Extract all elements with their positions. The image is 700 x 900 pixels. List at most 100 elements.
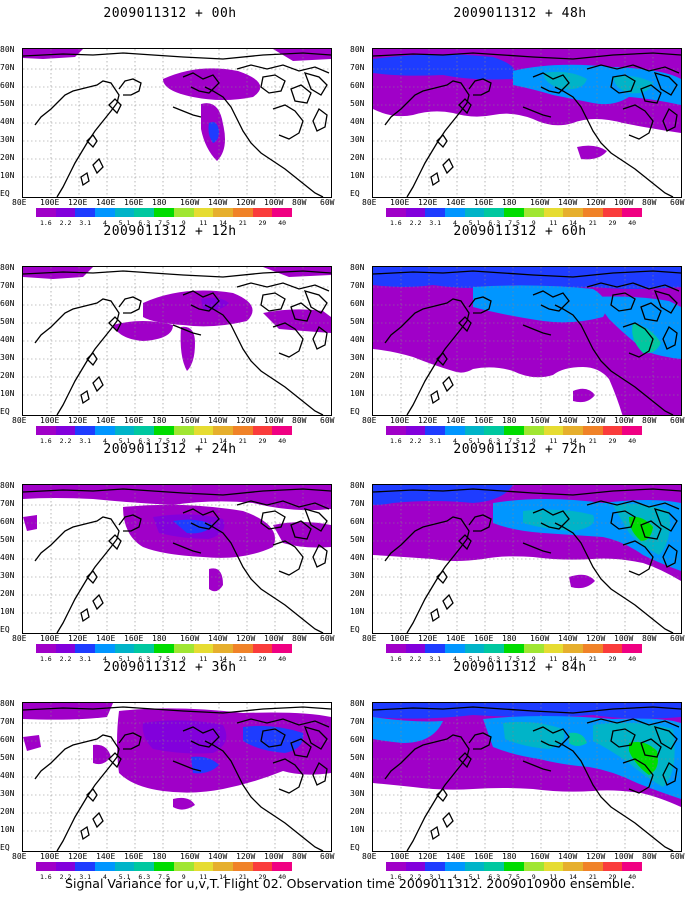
colorbar-tick-label: 2.2: [409, 655, 422, 663]
lat-label: 60N: [0, 299, 15, 308]
coastline: [586, 282, 680, 292]
coastline: [458, 534, 472, 551]
map-plot: [373, 485, 681, 633]
map-plot: [23, 267, 331, 415]
coastline: [34, 516, 120, 633]
map-panel: 2009011312 + 36h 80N 70N 60N 50N 40N 30N 20N 10N…: [0, 660, 340, 881]
colorbar-swatch: [504, 862, 524, 871]
colorbar-swatch: [114, 208, 135, 217]
coastline: [118, 296, 142, 314]
coastline: [272, 540, 304, 576]
colorbar: [36, 426, 292, 435]
lat-label: 20N: [350, 153, 365, 162]
colorbar-swatch: [425, 208, 446, 217]
lon-label: 100W: [264, 416, 284, 425]
lon-label: 80W: [642, 198, 657, 207]
lat-label: 60N: [350, 517, 365, 526]
coastline: [430, 825, 440, 841]
colorbar-swatch: [75, 862, 96, 871]
colorbar-swatch: [193, 208, 214, 217]
colorbar-swatch: [523, 862, 544, 871]
coastline: [384, 516, 470, 633]
colorbar-swatch: [602, 426, 623, 435]
colorbar-tick-label: 3.1: [79, 219, 92, 227]
coastline: [108, 752, 122, 769]
coastline: [532, 72, 570, 94]
colorbar-tick-label: 14: [569, 873, 577, 881]
lon-label: 120E: [418, 852, 438, 861]
colorbar-tick-label: 40: [278, 437, 287, 445]
lat-label: 80N: [350, 263, 365, 272]
lon-label: 80E: [362, 416, 377, 425]
coastline: [204, 740, 324, 851]
colorbar-tick-label: 7.5: [158, 219, 170, 227]
colorbar-tick-label: 2.2: [409, 873, 422, 881]
colorbar-swatch: [55, 644, 76, 653]
map-frame: [372, 702, 682, 852]
lat-label: 70N: [350, 499, 365, 508]
map-frame: [22, 266, 332, 416]
lat-label: 20N: [0, 807, 15, 816]
colorbar-swatch: [445, 862, 465, 871]
coastline: [23, 706, 331, 714]
coastline: [172, 760, 202, 772]
variance-contour: [263, 267, 331, 277]
coastline: [653, 290, 678, 314]
lat-label: 50N: [0, 317, 15, 326]
coastline: [662, 762, 678, 786]
colorbar-swatch: [386, 862, 406, 871]
lat-label: 40N: [350, 771, 365, 780]
colorbar-swatch: [173, 644, 194, 653]
colorbar-tick-label: 2.2: [59, 219, 72, 227]
colorbar-swatch: [405, 862, 426, 871]
variance-contour: [163, 68, 261, 100]
colorbar-tick-label: 14: [569, 437, 577, 445]
lon-label: 100W: [264, 198, 284, 207]
coastline: [34, 734, 120, 851]
lat-label: 80N: [0, 45, 15, 54]
coastline: [86, 351, 98, 367]
lon-label: 120E: [68, 416, 88, 425]
map-plot: [373, 49, 681, 197]
coastline: [86, 569, 98, 585]
coastline: [23, 270, 331, 278]
coastline: [182, 508, 220, 530]
lon-label: 100E: [40, 634, 60, 643]
colorbar-tick-label: 6.3: [488, 437, 501, 445]
colorbar-tick-label: 40: [628, 219, 637, 227]
colorbar-tick-label: 40: [628, 655, 637, 663]
panel-title: 2009011312 + 48h: [453, 6, 587, 21]
lon-label: 160W: [180, 416, 200, 425]
map-frame: [372, 266, 682, 416]
colorbar-tick-label: 5.1: [118, 437, 131, 445]
colorbar-tick-label: 3.1: [429, 873, 442, 881]
variance-contour: [569, 732, 587, 746]
coastline: [468, 296, 492, 314]
lon-label: 180: [152, 634, 167, 643]
colorbar-tick-label: 7.5: [508, 437, 520, 445]
colorbar-swatch: [602, 862, 623, 871]
colorbar-swatch: [134, 644, 155, 653]
lat-label: 70N: [0, 281, 15, 290]
colorbar-tick-label: 1.6: [39, 873, 52, 881]
lon-label: 80E: [362, 634, 377, 643]
colorbar: [386, 644, 642, 653]
coastline: [640, 520, 662, 540]
coastline: [92, 157, 104, 175]
colorbar-swatch: [543, 862, 564, 871]
colorbar-tick-label: 21: [238, 219, 247, 227]
lon-label: 120W: [236, 634, 256, 643]
lat-label: 40N: [350, 553, 365, 562]
colorbar-tick-label: 4: [102, 437, 107, 445]
coastline: [172, 324, 202, 336]
colorbar-tick-label: 1.6: [39, 437, 52, 445]
coastline: [522, 760, 552, 772]
colorbar-swatch: [464, 862, 485, 871]
colorbar-swatch: [193, 426, 214, 435]
variance-contour: [113, 321, 173, 341]
colorbar-swatch: [232, 426, 253, 435]
colorbar-tick-label: 6.3: [138, 219, 151, 227]
lon-label: 80W: [292, 198, 307, 207]
colorbar-swatch: [36, 208, 56, 217]
coastline: [108, 98, 122, 115]
